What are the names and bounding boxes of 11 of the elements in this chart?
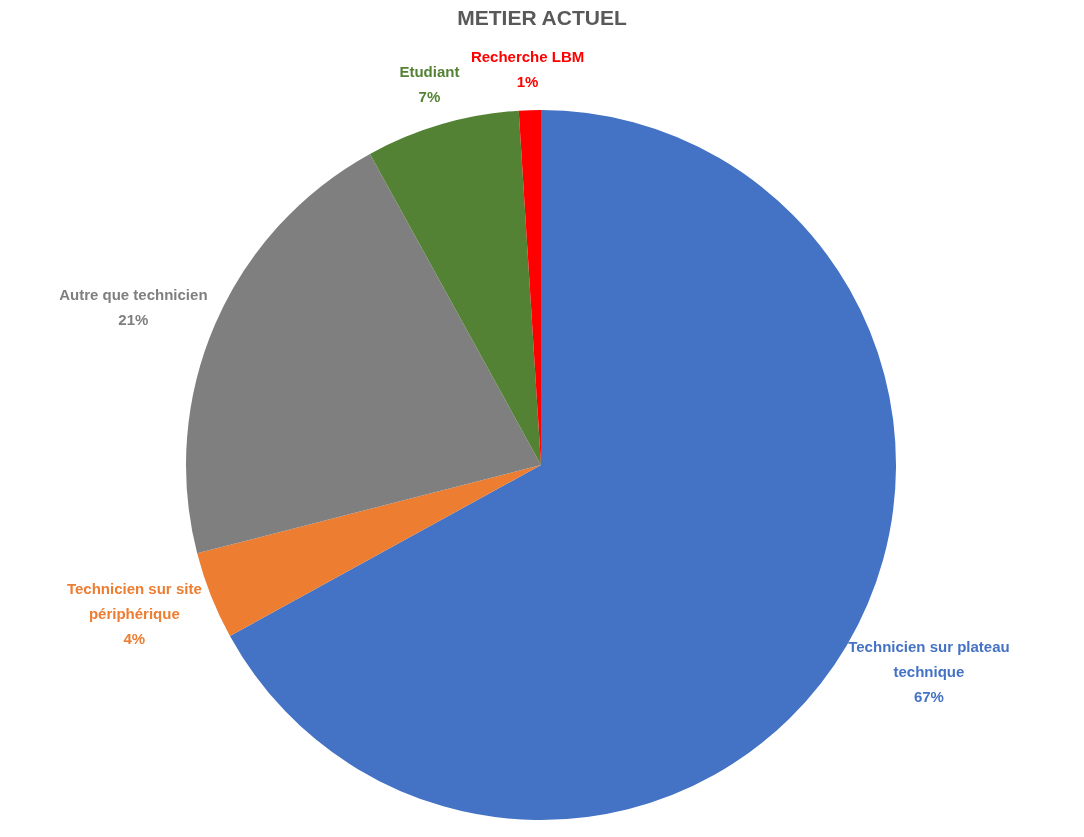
slice-label: Technicien sur site périphérique (66, 580, 202, 623)
slice-label: Autre que technicien (59, 285, 208, 303)
chart-title: METIER ACTUEL (457, 5, 627, 29)
data-label: 21% (118, 310, 149, 328)
slice-label: Technicien sur plateau technique (848, 637, 1010, 680)
data-label: 1% (516, 72, 539, 90)
data-label: 4% (123, 630, 146, 648)
data-label: 67% (913, 687, 944, 705)
slice-label: Etudiant (399, 63, 460, 81)
data-label: 7% (418, 88, 441, 106)
slice-label: Recherche LBM (470, 47, 585, 65)
